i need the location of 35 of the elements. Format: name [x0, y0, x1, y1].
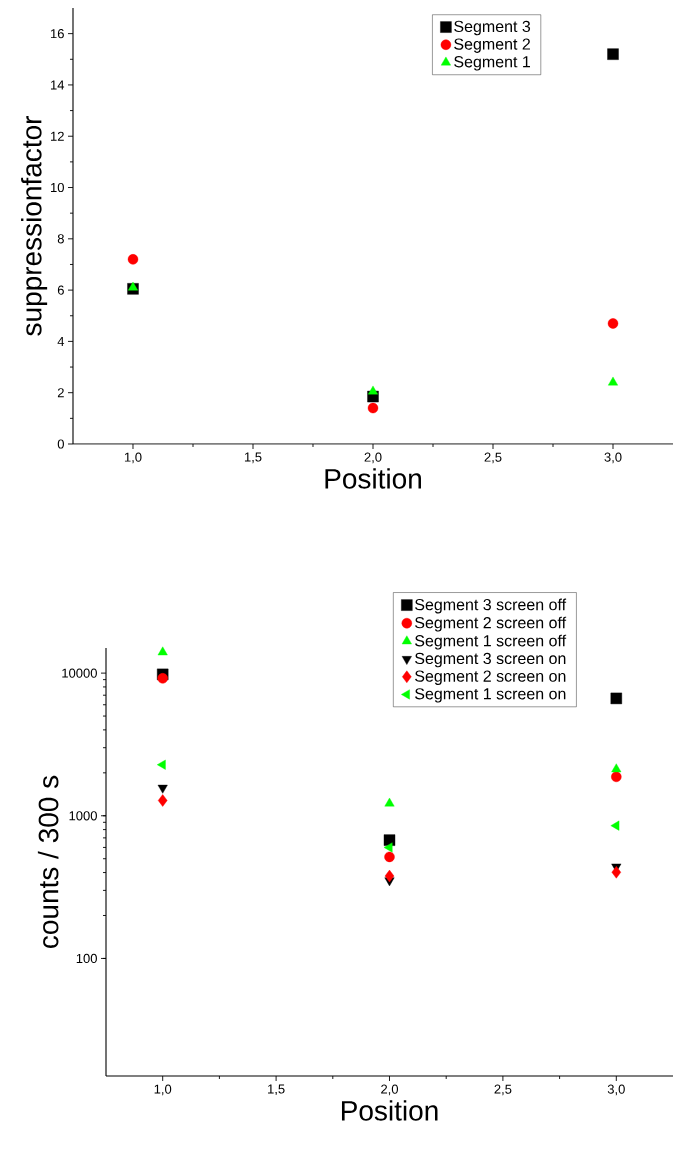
x-tick-label: 1,5: [268, 1084, 285, 1096]
legend-label: Segment 3: [454, 20, 531, 36]
y-tick-label: 6: [57, 285, 64, 295]
y-axis-title: suppressionfactor: [21, 115, 48, 336]
x-tick-label: 2,0: [381, 1084, 399, 1096]
y-tick-label: 1000: [69, 811, 97, 821]
x-tick-label: 3,0: [604, 452, 622, 464]
x-tick-label: 1,5: [244, 452, 262, 464]
legend-label: Segment 2 screen off: [415, 616, 567, 632]
x-tick-label: 2,5: [484, 452, 502, 464]
y-tick-label: 8: [57, 234, 64, 244]
legend-label: Segment 3 screen on: [415, 652, 566, 668]
x-tick-label: 1,0: [154, 1084, 172, 1096]
y-tick-label: 100: [76, 953, 97, 964]
y-tick-label: 14: [50, 80, 65, 90]
x-tick-label: 1,0: [124, 452, 142, 464]
x-axis-title: Position: [325, 468, 421, 489]
x-tick-label: 2,5: [494, 1084, 512, 1096]
y-axis-title: counts / 300 s: [37, 775, 59, 948]
y-tick-label: 2: [57, 388, 64, 398]
legend-label: Segment 2: [454, 38, 530, 53]
legend-label: Segment 1 screen on: [415, 688, 566, 703]
legend-label: Segment 3 screen off: [415, 598, 567, 614]
legend-label: Segment 2 screen on: [415, 670, 566, 685]
y-tick-label: 12: [50, 131, 64, 141]
y-tick-label: 16: [50, 29, 64, 39]
legend-label: Segment 1: [454, 56, 530, 71]
x-tick-label: 2,0: [364, 452, 382, 464]
y-tick-label: 4: [57, 336, 65, 346]
y-tick-label: 10000: [62, 668, 97, 678]
x-tick-label: 3,0: [607, 1084, 625, 1096]
x-axis-title: Position: [341, 1100, 438, 1121]
y-tick-label: 0: [57, 439, 64, 449]
y-tick-label: 10: [50, 182, 64, 193]
legend-label: Segment 1 screen off: [415, 634, 567, 650]
